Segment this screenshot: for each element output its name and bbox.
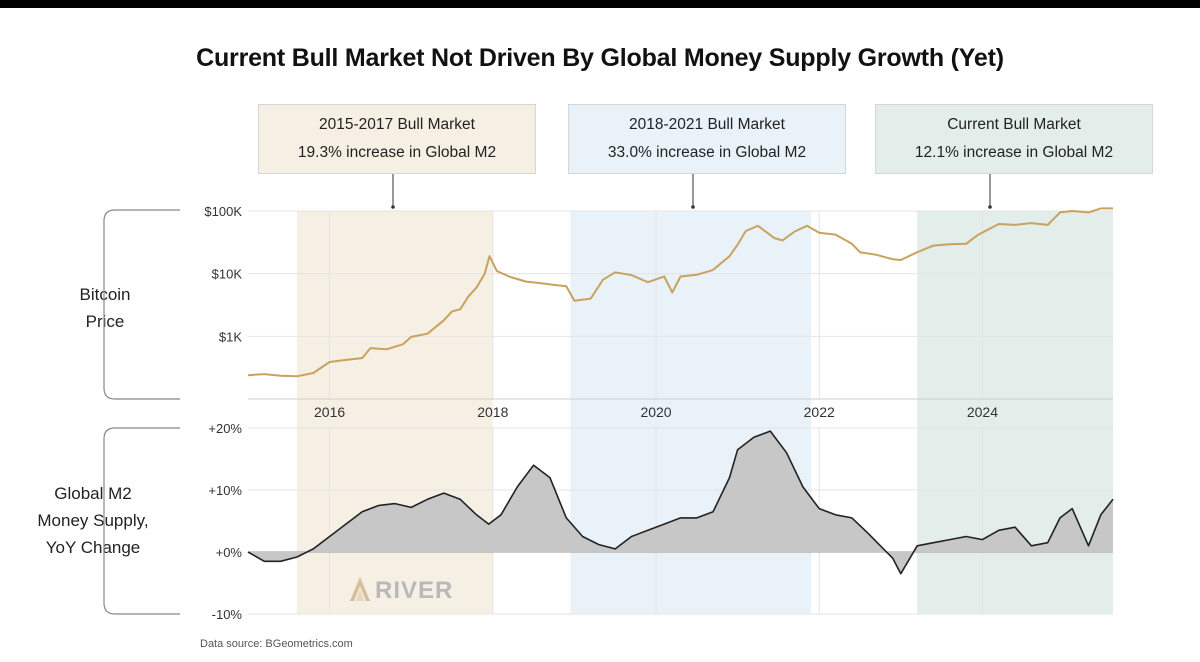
m2-y-tick-label: +10% (208, 483, 242, 498)
tick-labels: $1K $10K $100K 2016 2018 2020 2022 2024 +20% +10%… (204, 204, 998, 622)
annotation-title: 2015-2017 Bull Market (319, 116, 475, 133)
annotation-text: 19.3% increase in Global M2 (297, 144, 497, 161)
top-border (0, 0, 1200, 8)
m2-y-tick-label: +0% (216, 545, 243, 560)
m2-bracket (103, 427, 180, 615)
chart-title: Current Bull Market Not Driven By Global… (196, 44, 1004, 72)
m2-y-tick-label: -10% (212, 607, 243, 622)
annotation-title: 2018-2021 Bull Market (629, 116, 785, 133)
x-tick-label: 2016 (314, 404, 345, 420)
river-logo-text: RIVER (375, 577, 453, 604)
x-tick-label: 2020 (640, 404, 671, 420)
annotation-connector-dot (691, 205, 695, 209)
m2-area (247, 430, 1114, 575)
bull-band (917, 211, 1113, 614)
m2-y-tick-label: +20% (208, 421, 242, 436)
price-y-tick-label: $100K (204, 204, 242, 219)
x-tick-label: 2018 (477, 404, 508, 420)
annotation-2018-2021: 2018-2021 Bull Market 33.0% increase in … (568, 104, 846, 174)
m2-area-fill (248, 431, 1113, 574)
annotation-title: Current Bull Market (947, 116, 1081, 133)
x-tick-label: 2024 (967, 404, 998, 420)
annotation-text: 33.0% increase in Global M2 (607, 144, 807, 161)
river-logo-icon (350, 577, 370, 601)
price-y-tick-label: $1K (219, 329, 242, 344)
price-line (247, 207, 1113, 378)
annotation-connector-dot (391, 205, 395, 209)
price-label-line1: Bitcoin (79, 285, 131, 304)
data-source: Data source: BGeometrics.com (200, 638, 353, 650)
m2-label-line1: Global M2 (54, 484, 132, 503)
annotation-2015-2017: 2015-2017 Bull Market 19.3% increase in … (258, 104, 536, 174)
annotation-current: Current Bull Market 12.1% increase in Gl… (875, 104, 1153, 174)
bull-band (570, 211, 812, 614)
price-bracket (103, 209, 180, 400)
m2-label-line3: YoY Change (45, 538, 141, 557)
annotation-connectors (391, 174, 992, 209)
price-y-tick-label: $10K (212, 267, 243, 282)
price-panel-label: Bitcoin Price (40, 281, 170, 335)
panel-brackets (103, 209, 180, 615)
river-logo: RIVER (350, 577, 453, 604)
x-tick-label: 2022 (804, 404, 835, 420)
m2-series-line (247, 430, 1114, 575)
m2-panel-label: Global M2 Money Supply, YoY Change (18, 480, 168, 561)
annotation-text: 12.1% increase in Global M2 (914, 144, 1114, 161)
annotation-connector-dot (988, 205, 992, 209)
bitcoin-price-series (247, 207, 1113, 378)
price-label-line2: Price (85, 312, 125, 331)
m2-label-line2: Money Supply, (37, 511, 149, 530)
